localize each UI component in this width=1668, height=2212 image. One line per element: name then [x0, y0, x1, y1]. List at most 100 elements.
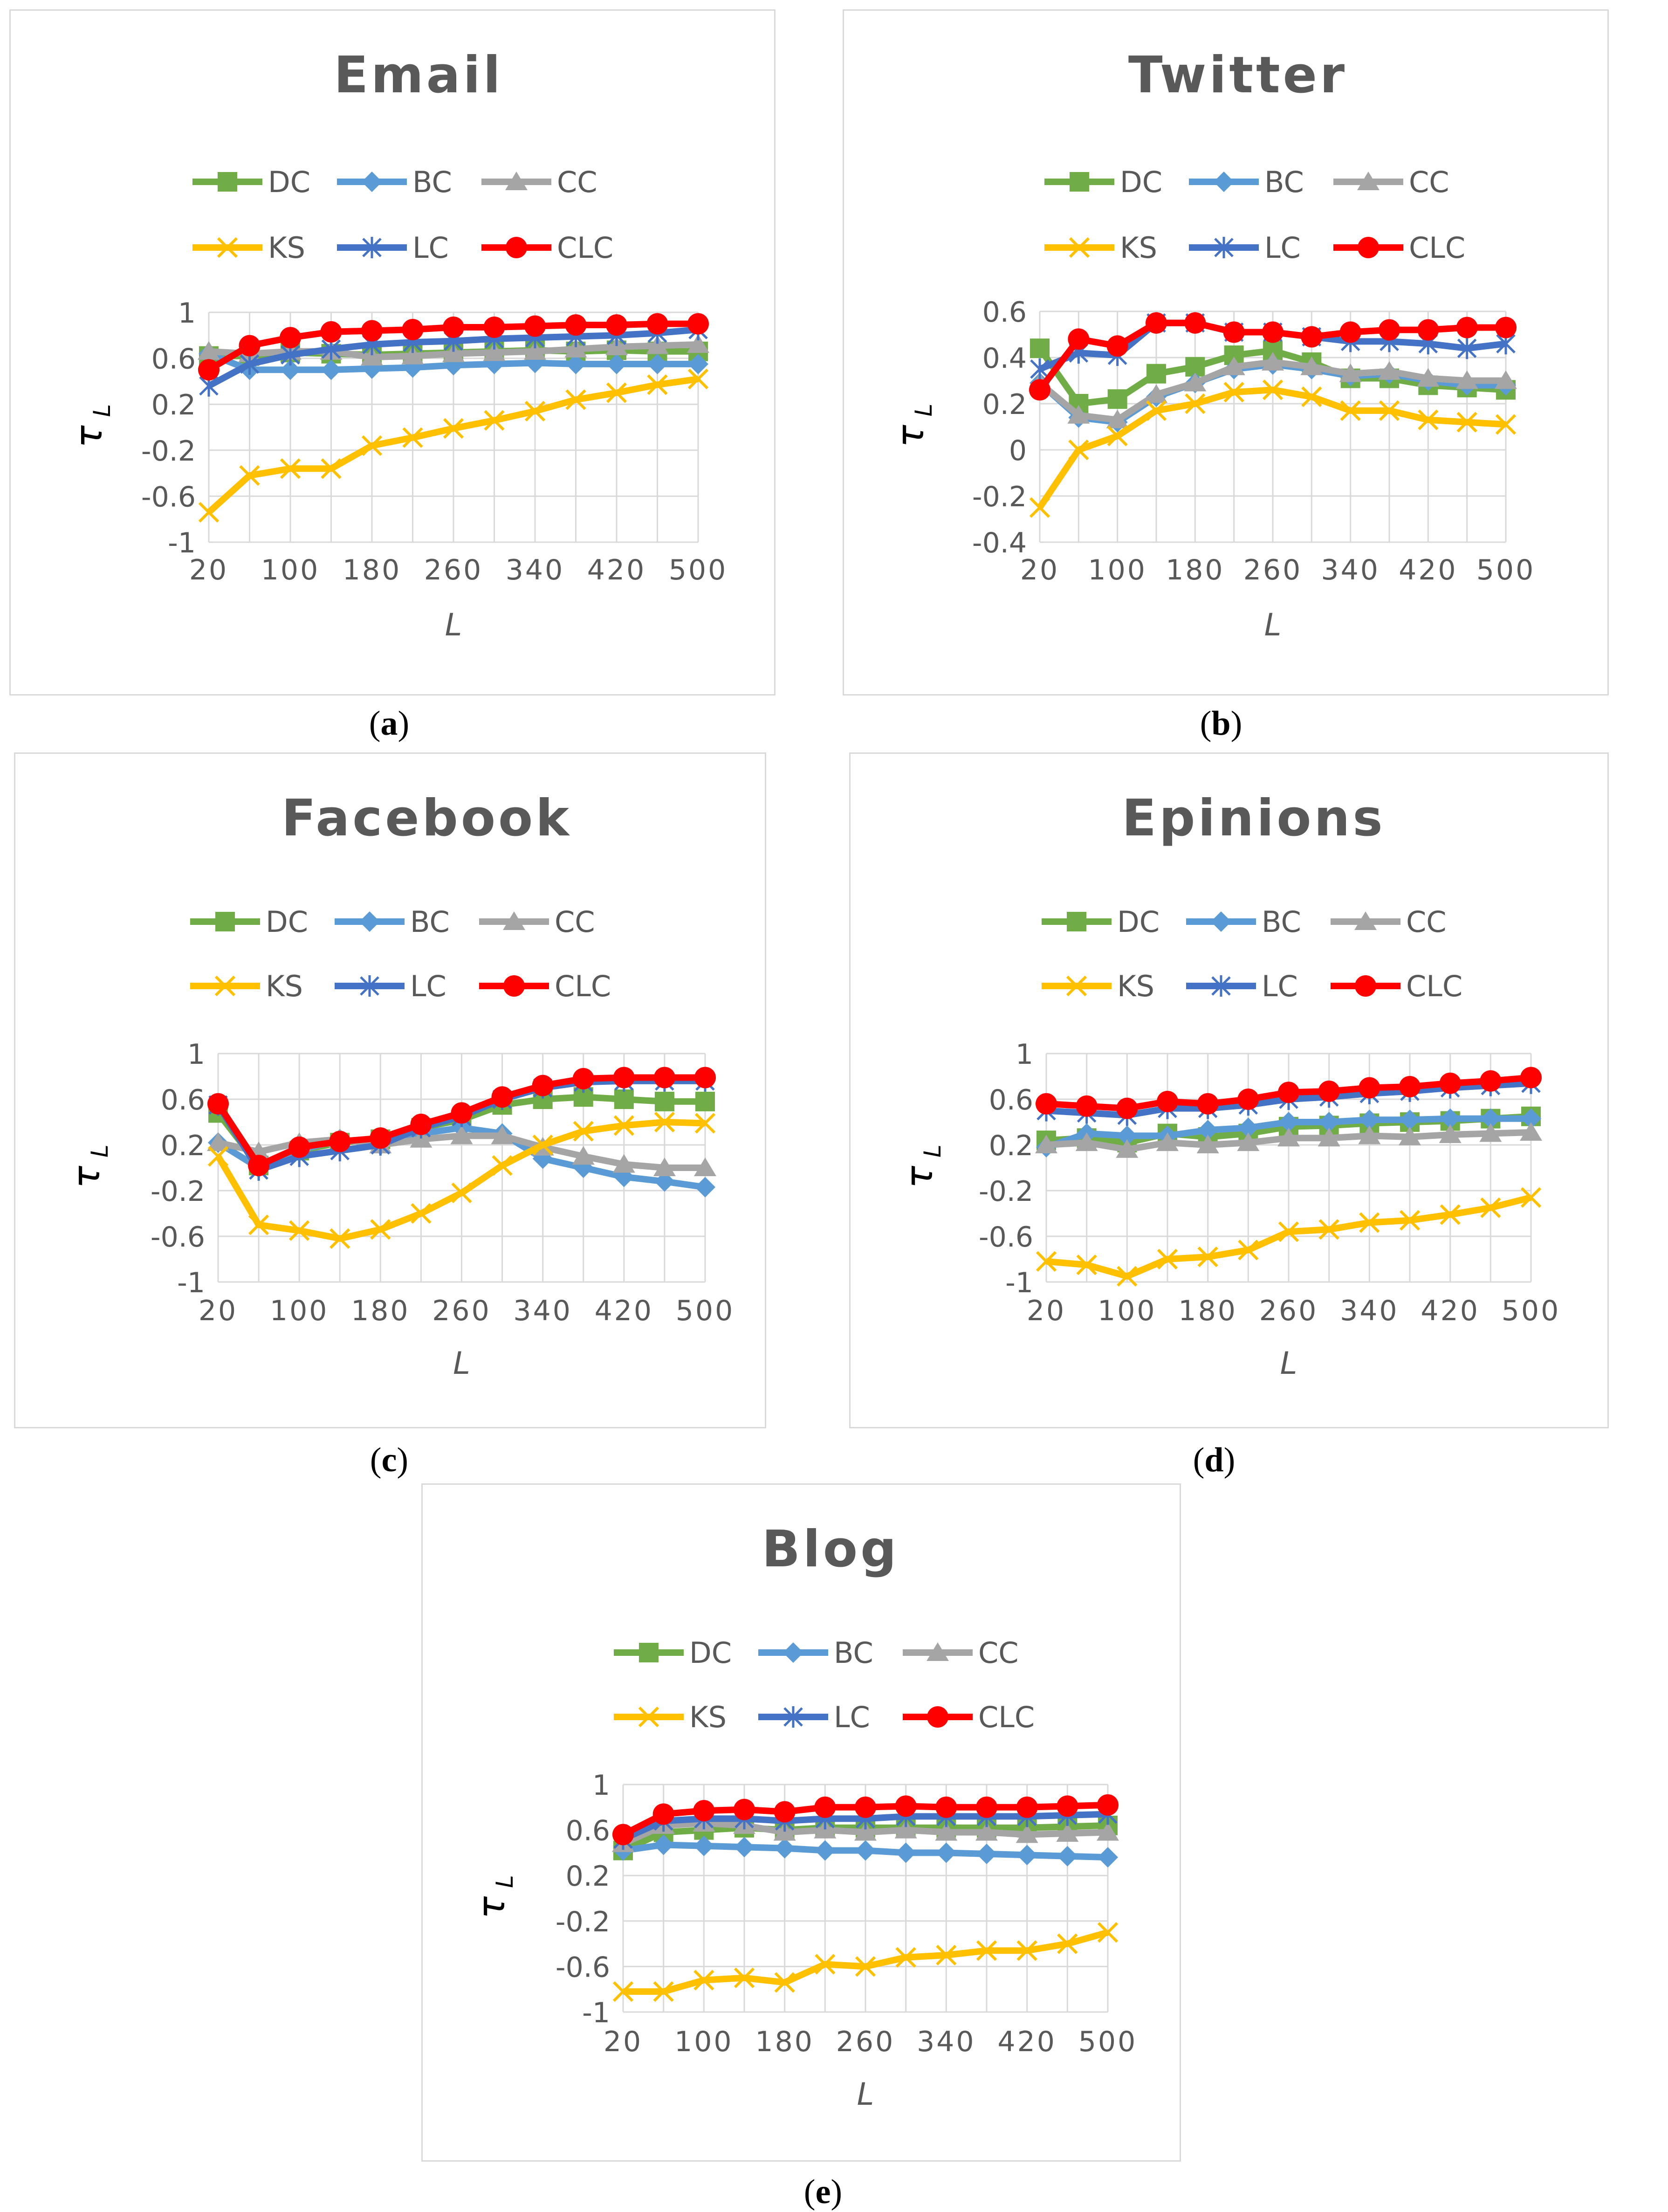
data-point-cc — [1056, 1823, 1079, 1842]
data-point-ks — [1480, 1197, 1501, 1218]
y-tick-label: 0.2 — [161, 1130, 205, 1162]
legend-entry-bc: BC — [758, 1636, 873, 1670]
data-point-bc — [976, 1843, 997, 1864]
x-tick-label: 100 — [1088, 554, 1147, 586]
data-point-ks — [329, 1228, 350, 1249]
data-point-ks — [492, 1155, 513, 1176]
data-point-bc — [936, 1842, 957, 1863]
x-tick-label: 180 — [343, 554, 402, 586]
data-point-cc — [1300, 356, 1323, 375]
data-point-bc — [653, 1834, 674, 1855]
data-point-clc — [774, 1801, 796, 1823]
data-point-cc — [1184, 372, 1207, 392]
legend-marker-clc — [1358, 237, 1379, 258]
data-point-clc — [1339, 321, 1361, 343]
data-point-cc — [1439, 1124, 1462, 1143]
legend-label-clc: CLC — [1409, 231, 1465, 265]
data-point-bc — [321, 359, 342, 380]
x-tick-label: 340 — [1340, 1295, 1399, 1327]
legend-entry-dc: DC — [1042, 905, 1160, 939]
x-tick-label: 180 — [755, 2026, 814, 2058]
data-point-ks — [411, 1203, 432, 1224]
data-point-cc — [1520, 1122, 1542, 1141]
legend-label-dc: DC — [689, 1636, 732, 1670]
data-point-cc — [1145, 384, 1167, 403]
data-point-clc — [198, 359, 220, 381]
data-point-clc — [280, 327, 301, 349]
data-point-cc — [1156, 1132, 1179, 1151]
data-point-clc — [483, 317, 505, 338]
y-tick-label: -0.6 — [556, 1951, 610, 1984]
data-point-ks — [239, 465, 260, 486]
data-point-clc — [207, 1093, 229, 1115]
data-point-ks — [573, 1121, 594, 1142]
y-axis-label-subscript: L — [491, 1875, 518, 1888]
series-clc — [207, 1067, 716, 1177]
y-tick-label: 0.4 — [982, 342, 1027, 375]
legend-marker-cc — [927, 1642, 949, 1661]
data-point-ks — [1016, 1940, 1037, 1961]
data-point-cc — [442, 343, 465, 362]
data-point-clc — [1301, 326, 1323, 348]
legend-marker-bc — [1211, 911, 1231, 932]
data-point-bc — [1057, 1846, 1078, 1867]
chart-facebook: Facebook DC BC CC KS LC CLC -1 -0.6 -0.2 0.2 0.6 1 20… — [65, 789, 733, 1381]
data-point-clc — [443, 317, 464, 338]
y-axis-label-symbol: τ — [889, 425, 932, 448]
blog-title: Blog — [762, 1520, 899, 1578]
data-point-cc — [975, 1822, 998, 1841]
data-point-ks — [1318, 1219, 1339, 1240]
data-point-ks — [248, 1214, 269, 1235]
legend-marker-dc — [1067, 912, 1086, 931]
data-point-bc — [855, 1840, 876, 1861]
y-tick-label: 1 — [187, 1038, 205, 1071]
legend-label-ks: KS — [689, 1700, 727, 1734]
data-point-clc — [652, 1803, 674, 1825]
data-point-cc — [1097, 1822, 1119, 1841]
y-tick-label: -0.2 — [972, 481, 1027, 513]
chart-panel-blog: Blog DC BC CC KS LC CLC -1 -0.6 -0.2 0.2 0.6 1 20 100 1… — [421, 1483, 1181, 2162]
legend-marker-clc — [503, 975, 525, 997]
x-tick-label: 100 — [674, 2026, 734, 2058]
y-axis-label: τL — [67, 404, 116, 448]
y-tick-label: -1 — [168, 527, 196, 559]
x-tick-label: 20 — [199, 1295, 238, 1327]
legend-marker-cc — [1354, 911, 1377, 930]
data-point-bc — [1440, 1108, 1461, 1129]
data-point-bc — [774, 1838, 795, 1859]
data-point-clc — [734, 1799, 755, 1820]
data-point-ks — [1076, 1254, 1097, 1275]
data-point-clc — [1456, 317, 1478, 338]
data-point-ks — [855, 1956, 876, 1977]
data-point-clc — [1157, 1090, 1178, 1112]
data-point-ks — [687, 368, 709, 390]
legend-marker-lc — [1214, 237, 1234, 258]
legend-marker-clc — [1355, 975, 1376, 997]
legend-entry-dc: DC — [1044, 165, 1162, 199]
data-point-cc — [935, 1822, 958, 1841]
series-clc — [612, 1794, 1119, 1846]
data-point-cc — [401, 345, 424, 365]
data-point-dc — [614, 1089, 634, 1109]
data-point-clc — [855, 1796, 876, 1818]
chart-epinions: Epinions DC BC CC KS LC CLC -1 -0.6 -0.2 0.2 0.6 1 20… — [898, 789, 1558, 1381]
data-point-cc — [1075, 1132, 1098, 1151]
legend-label-dc: DC — [1117, 905, 1160, 939]
legend-label-clc: CLC — [978, 1700, 1035, 1734]
data-point-clc — [646, 313, 668, 335]
data-point-bc — [1318, 1112, 1339, 1132]
data-point-ks — [402, 427, 423, 448]
data-point-ks — [1223, 382, 1244, 403]
data-point-clc — [1036, 1093, 1057, 1115]
x-tick-label: 260 — [836, 2026, 895, 2058]
y-tick-label: 0.6 — [161, 1084, 205, 1116]
data-point-cc — [483, 342, 506, 361]
data-point-cc — [1222, 356, 1245, 375]
data-point-ks — [1399, 1210, 1421, 1231]
data-point-ks — [613, 1115, 634, 1136]
data-point-clc — [1016, 1796, 1038, 1818]
data-point-clc — [694, 1067, 716, 1089]
legend-label-ks: KS — [1117, 969, 1154, 1003]
data-point-clc — [1318, 1080, 1340, 1102]
data-point-ks — [1197, 1246, 1218, 1268]
